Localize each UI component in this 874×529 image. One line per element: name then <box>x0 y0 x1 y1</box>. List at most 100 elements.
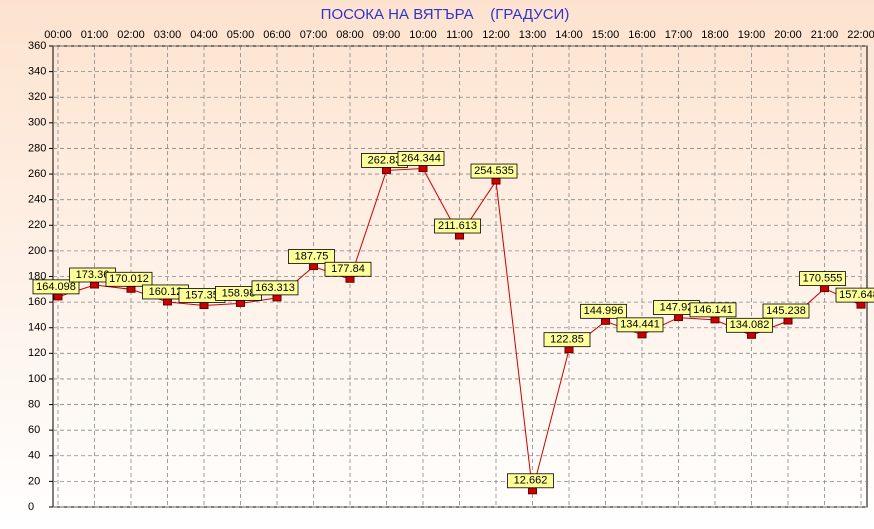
label-box <box>434 218 481 234</box>
point-marker <box>637 331 647 339</box>
y-tick-label: 120 <box>28 347 46 359</box>
point-marker <box>53 293 63 301</box>
data-label: 146.141 <box>693 304 733 316</box>
data-label: 254.535 <box>474 165 514 177</box>
x-tick-label: 07:00 <box>300 29 328 41</box>
label-box <box>580 303 627 319</box>
data-label: 164.098 <box>36 281 76 293</box>
data-label: 170.012 <box>109 273 149 285</box>
data-label: 122.85 <box>550 334 584 346</box>
x-tick-label: 19:00 <box>738 29 766 41</box>
label-box <box>251 280 299 296</box>
data-label: 160.12 <box>149 286 183 298</box>
x-tick-label: 17:00 <box>665 29 693 41</box>
data-label: 173.36 <box>76 269 110 281</box>
data-label: 144.996 <box>584 305 624 317</box>
y-tick-label: 240 <box>28 194 46 206</box>
data-label: 187.75 <box>295 250 329 262</box>
label-box <box>507 473 554 489</box>
label-box <box>726 317 773 333</box>
point-marker <box>418 164 428 172</box>
y-tick-label: 80 <box>28 398 40 410</box>
label-box <box>799 271 846 286</box>
label-box <box>835 287 874 303</box>
y-tick-label: 300 <box>28 117 46 129</box>
x-tick-label: 16:00 <box>628 29 656 41</box>
data-label: 157.35 <box>185 289 219 301</box>
point-marker <box>674 314 683 322</box>
data-label: 264.344 <box>401 152 441 164</box>
x-tick-label: 01:00 <box>81 29 109 41</box>
label-box <box>32 279 80 295</box>
x-tick-label: 03:00 <box>154 29 182 41</box>
data-label: 145.238 <box>766 305 806 317</box>
point-marker <box>820 285 829 293</box>
y-tick-label: 280 <box>28 142 46 154</box>
data-label: 262.83 <box>368 154 402 166</box>
y-tick-label: 320 <box>28 91 46 103</box>
point-marker <box>236 299 245 307</box>
point-marker <box>856 301 866 309</box>
x-tick-label: 13:00 <box>519 29 547 41</box>
point-marker <box>710 316 720 324</box>
x-tick-label: 21:00 <box>811 29 839 41</box>
data-label: 158.98 <box>222 287 256 299</box>
point-marker <box>747 331 756 339</box>
x-tick-label: 02:00 <box>117 29 145 41</box>
label-box <box>324 261 372 277</box>
y-tick-label: 160 <box>28 296 46 308</box>
y-tick-label: 340 <box>28 66 46 78</box>
x-tick-label: 04:00 <box>190 29 218 41</box>
point-marker <box>163 298 172 306</box>
x-tick-label: 00:00 <box>44 29 72 41</box>
data-label: 170.555 <box>803 273 843 285</box>
point-marker <box>783 317 793 325</box>
point-marker <box>564 346 574 354</box>
point-marker <box>90 281 99 289</box>
point-marker <box>272 294 282 302</box>
point-marker <box>601 317 610 325</box>
x-tick-label: 12:00 <box>482 29 510 41</box>
x-tick-label: 22:00 <box>847 29 874 41</box>
label-box <box>689 302 737 318</box>
data-label: 134.082 <box>730 319 770 331</box>
label-box <box>397 151 445 166</box>
y-tick-label: 360 <box>28 40 46 52</box>
x-tick-label: 06:00 <box>263 29 291 41</box>
label-box <box>288 249 335 264</box>
x-tick-label: 05:00 <box>227 29 255 41</box>
data-label: 134.441 <box>620 319 660 331</box>
data-label: 177.84 <box>331 263 365 275</box>
x-tick-label: 08:00 <box>336 29 364 41</box>
label-box <box>616 317 664 333</box>
point-marker <box>199 302 209 310</box>
y-tick-label: 40 <box>28 450 40 462</box>
point-marker <box>309 263 318 271</box>
y-tick-label: 260 <box>28 168 46 180</box>
label-box <box>105 271 153 287</box>
y-tick-label: 20 <box>28 475 40 487</box>
label-box <box>762 303 810 319</box>
x-tick-label: 20:00 <box>774 29 802 41</box>
y-tick-label: 100 <box>28 373 46 385</box>
point-marker <box>345 275 355 283</box>
y-tick-label: 0 <box>28 501 34 513</box>
label-box <box>543 332 591 348</box>
point-marker <box>382 166 391 174</box>
x-tick-label: 11:00 <box>446 29 473 41</box>
point-marker <box>528 487 537 495</box>
label-box <box>470 163 518 179</box>
data-label: 163.313 <box>255 282 295 294</box>
data-label: 147.92 <box>660 301 694 313</box>
y-tick-label: 220 <box>28 219 46 231</box>
x-tick-label: 14:00 <box>555 29 583 41</box>
point-marker <box>455 232 464 240</box>
data-label: 157.648 <box>839 289 874 301</box>
y-tick-label: 200 <box>28 245 46 257</box>
y-tick-label: 140 <box>28 322 46 334</box>
y-tick-label: 180 <box>28 270 46 282</box>
x-tick-label: 10:00 <box>409 29 437 41</box>
x-tick-label: 09:00 <box>373 29 401 41</box>
